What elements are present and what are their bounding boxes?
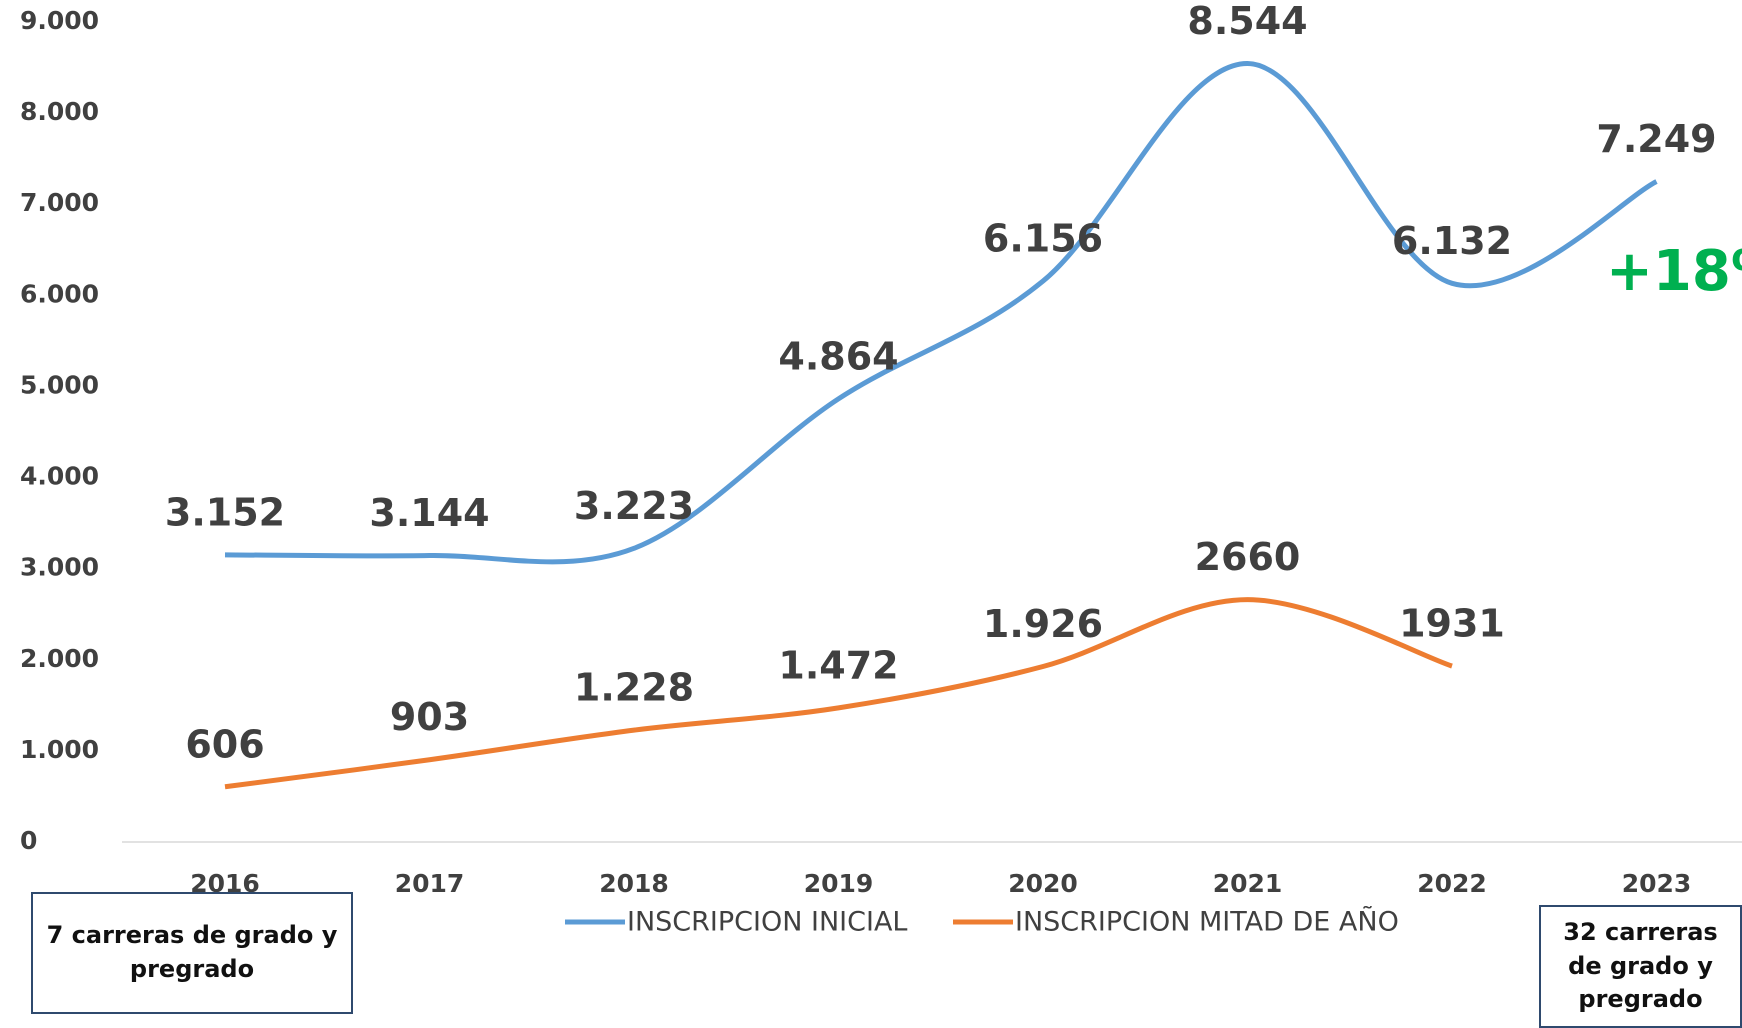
y-tick-label: 6.000 [20,279,99,308]
line-series [224,61,1658,565]
x-tick-label: 2017 [395,869,465,898]
data-label: 1.926 [983,602,1103,646]
y-tick-label: 5.000 [20,370,99,399]
y-tick-label: 4.000 [20,462,99,491]
data-label: 8.544 [1187,0,1307,43]
data-label: 4.864 [778,334,898,378]
data-label: 6.156 [983,217,1103,261]
data-label: 3.144 [369,491,489,535]
x-tick-label: 2019 [804,869,874,898]
note-box: 32 carreras de grado y pregrado [1539,905,1742,1028]
x-tick-label: 2023 [1622,869,1692,898]
data-label: 1.472 [778,643,898,687]
x-tick-label: 2020 [1008,869,1078,898]
data-label: 903 [390,695,469,739]
x-tick-label: 2018 [599,869,669,898]
data-label: 2660 [1195,535,1301,579]
legend-label: INSCRIPCION INICIAL [627,907,907,938]
y-tick-label: 2.000 [20,644,99,673]
data-label: 606 [185,722,264,766]
legend-label: INSCRIPCION MITAD DE AÑO [1015,906,1399,938]
y-tick-label: 1.000 [20,735,99,764]
annotation: +18% [1606,239,1742,304]
data-label: 7.249 [1596,117,1716,161]
data-label: 3.223 [574,484,694,528]
x-tick-label: 2021 [1213,869,1283,898]
y-tick-label: 0 [20,826,37,855]
y-tick-label: 9.000 [20,6,99,35]
y-tick-label: 8.000 [20,97,99,126]
y-tick-label: 7.000 [20,188,99,217]
data-label: 1.228 [574,666,694,710]
data-label: 6.132 [1392,219,1512,263]
note-box: 7 carreras de grado y pregrado [31,892,353,1014]
data-label: 1931 [1399,602,1505,646]
x-tick-label: 2022 [1417,869,1487,898]
y-tick-label: 3.000 [20,553,99,582]
data-label: 3.152 [165,490,285,534]
line-series [224,597,1453,790]
